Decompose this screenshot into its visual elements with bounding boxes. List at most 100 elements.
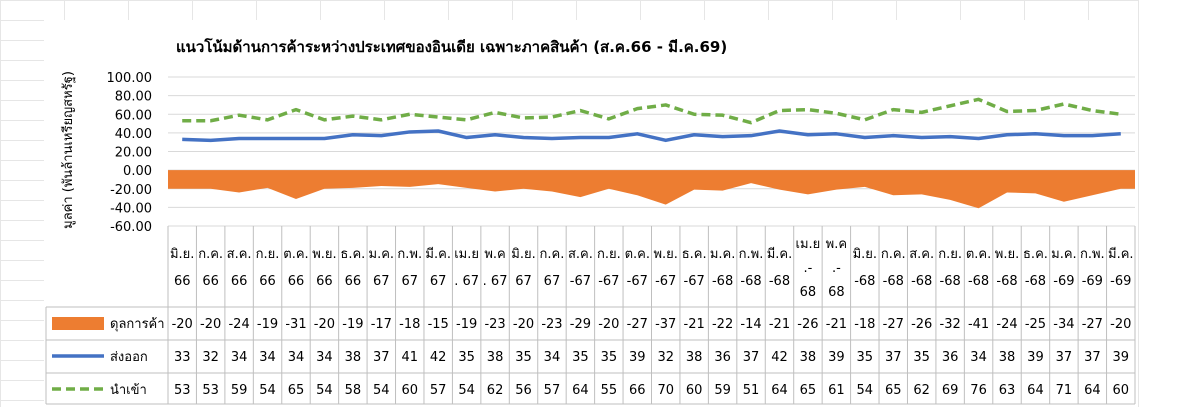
table-value: 35 [515, 350, 532, 365]
category-label: ส.ค. [568, 247, 593, 262]
table-value: 38 [345, 350, 362, 365]
category-label: มี.ค. [425, 246, 451, 262]
category-label: ม.ค. [369, 247, 395, 262]
category-label: 68 [828, 285, 845, 300]
category-label: ธ.ค. [1023, 247, 1048, 262]
category-label: 67 [373, 274, 390, 289]
category-label: -67 [684, 274, 705, 289]
category-label: พ.ย. [995, 247, 1019, 262]
table-value: -27 [883, 317, 904, 332]
category-label: พ.ย. [312, 247, 336, 262]
table-value: 55 [601, 383, 618, 398]
table-value: 41 [401, 350, 418, 365]
table-value: 64 [771, 383, 788, 398]
table-value: -20 [1110, 317, 1131, 332]
table-value: -24 [996, 317, 1017, 332]
exports-line [182, 129, 1121, 143]
table-value: 59 [714, 383, 731, 398]
category-label: -67 [570, 274, 591, 289]
table-value: -27 [1082, 317, 1103, 332]
category-label: -68 [854, 274, 875, 289]
table-value: 38 [487, 350, 504, 365]
table-value: 34 [231, 350, 248, 365]
table-value: 36 [942, 350, 959, 365]
table-value: -23 [541, 317, 562, 332]
y-tick-label: 0.00 [123, 164, 152, 179]
category-label: . 67 [454, 274, 479, 289]
category-label: 66 [259, 274, 276, 289]
table-value: -25 [1025, 317, 1046, 332]
table-value: 63 [999, 383, 1016, 398]
table-value: 38 [999, 350, 1016, 365]
spreadsheet-side-panel [1138, 0, 1183, 407]
category-label: .- [832, 261, 841, 276]
category-label: 66 [288, 274, 305, 289]
y-axis-label: มูลค่า (พันล้านเหรียญสหรัฐ) [60, 71, 76, 229]
table-value: -34 [1053, 317, 1074, 332]
table-value: 62 [487, 383, 504, 398]
table-value: 51 [743, 383, 760, 398]
legend-label: ส่งออก [110, 350, 148, 365]
y-tick-label: -40.00 [110, 201, 152, 216]
category-label: มิ.ย. [853, 247, 877, 262]
category-label: ม.ค. [710, 247, 736, 262]
category-label: -67 [598, 274, 619, 289]
table-value: 59 [231, 383, 248, 398]
table-value: -29 [570, 317, 591, 332]
table-value: 76 [970, 383, 987, 398]
y-tick-label: 40.00 [115, 127, 152, 142]
category-label: 67 [544, 274, 561, 289]
table-value: -15 [428, 317, 449, 332]
category-label: -68 [883, 274, 904, 289]
chart-area[interactable] [44, 20, 1138, 407]
table-value: -14 [740, 317, 761, 332]
category-label: ธ.ค. [340, 247, 365, 262]
table-value: 42 [771, 350, 788, 365]
category-label: -68 [1025, 274, 1046, 289]
category-label: -69 [1053, 274, 1074, 289]
table-value: 34 [970, 350, 987, 365]
table-value: -20 [314, 317, 335, 332]
legend-label: ดุลการค้า [110, 317, 165, 332]
category-label: 67 [515, 274, 532, 289]
table-value: 38 [800, 350, 817, 365]
table-value: 37 [743, 350, 760, 365]
table-value: 54 [857, 383, 874, 398]
y-tick-label: -20.00 [110, 183, 152, 198]
category-label: ต.ค. [283, 247, 308, 262]
table-value: 64 [572, 383, 589, 398]
table-value: -20 [598, 317, 619, 332]
category-label: -67 [627, 274, 648, 289]
table-value: -20 [200, 317, 221, 332]
legend-key-trade-balance [52, 317, 104, 330]
table-value: 60 [686, 383, 703, 398]
table-value: 65 [288, 383, 305, 398]
table-value: -24 [228, 317, 249, 332]
imports-line [182, 97, 1122, 125]
table-value: 32 [202, 350, 219, 365]
table-value: 37 [1084, 350, 1101, 365]
table-value: 56 [515, 383, 532, 398]
y-tick-label: 20.00 [115, 146, 152, 161]
category-label: 66 [316, 274, 333, 289]
category-label: 66 [174, 274, 191, 289]
table-value: 42 [430, 350, 447, 365]
table-value: 35 [913, 350, 930, 365]
table-value: 60 [401, 383, 418, 398]
table-value: -19 [257, 317, 278, 332]
y-tick-label: -60.00 [110, 220, 152, 235]
table-value: 70 [657, 383, 674, 398]
category-label: -68 [940, 274, 961, 289]
table-value: 69 [942, 383, 959, 398]
category-label: ก.พ. [397, 247, 422, 262]
category-label: ก.ย. [597, 247, 621, 262]
category-label: .- [804, 261, 813, 276]
table-value: 61 [828, 383, 845, 398]
table-value: 39 [629, 350, 646, 365]
table-value: 35 [601, 350, 618, 365]
table-value: 66 [629, 383, 646, 398]
category-label: ก.ย. [938, 247, 962, 262]
category-label: ต.ค. [625, 247, 650, 262]
table-value: 37 [1056, 350, 1073, 365]
table-value: -19 [342, 317, 363, 332]
